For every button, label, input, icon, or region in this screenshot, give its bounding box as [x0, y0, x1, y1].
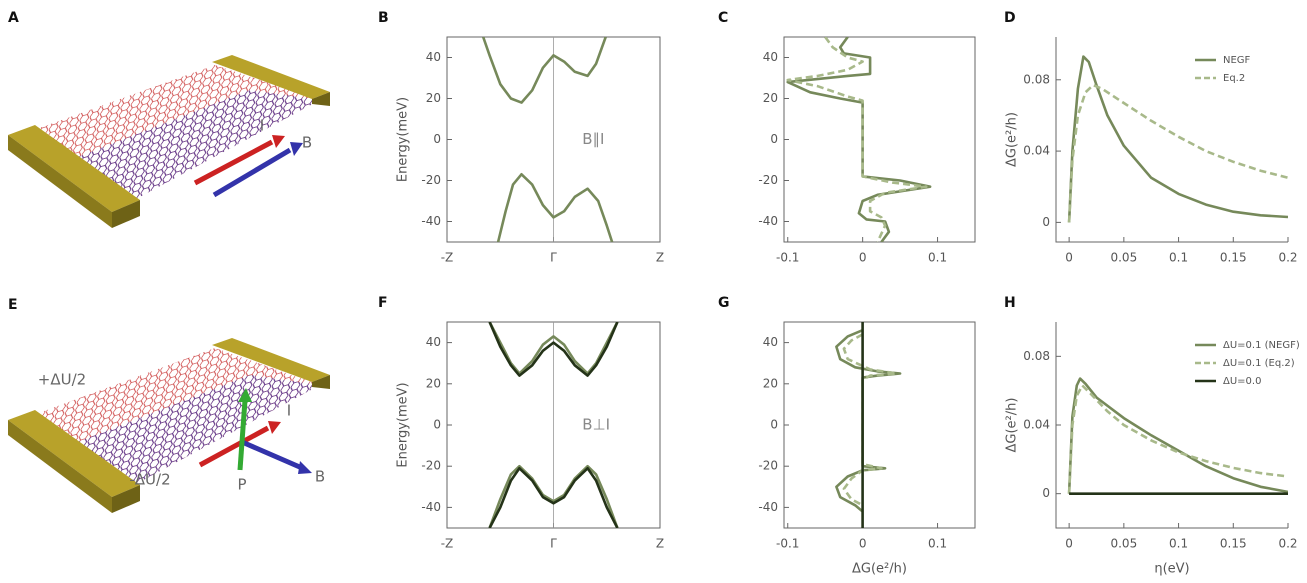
- x-tick-label: Z: [656, 537, 664, 551]
- illustration-label: -ΔU/2: [129, 471, 170, 489]
- legend-label: NEGF: [1223, 55, 1251, 66]
- y-tick-label: -40: [758, 214, 778, 228]
- y-tick-label: -20: [421, 173, 441, 187]
- y-tick-label: 40: [426, 50, 441, 64]
- panel-label: D: [1004, 10, 1016, 26]
- x-axis-label: ΔG(e²/h): [852, 562, 907, 577]
- illustration-label: B: [315, 468, 325, 486]
- annotation: B∥I: [582, 130, 604, 148]
- x-tick-label: 0: [1065, 537, 1073, 551]
- x-tick-label: -Z: [441, 537, 454, 551]
- x-tick-label: 0: [1065, 251, 1073, 265]
- x-axis-label: η(eV): [1154, 562, 1189, 577]
- x-tick-label: 0: [859, 251, 867, 265]
- illustration-label: B: [302, 134, 312, 152]
- y-tick-label: -40: [421, 214, 441, 228]
- panel-label: C: [718, 10, 728, 26]
- y-tick-label: 20: [426, 91, 441, 105]
- y-axis-label: ΔG(e²/h): [1005, 398, 1020, 453]
- x-tick-label: 0.1: [1169, 251, 1188, 265]
- y-tick-label: -40: [421, 500, 441, 514]
- illustration-label: I: [287, 402, 291, 420]
- data-line: [786, 37, 928, 242]
- x-tick-label: Γ: [550, 537, 557, 551]
- y-tick-label: -40: [758, 500, 778, 514]
- x-tick-label: -Z: [441, 251, 454, 265]
- data-line: [786, 37, 932, 242]
- data-line: [488, 464, 619, 528]
- y-tick-label: 0: [770, 418, 778, 432]
- x-tick-label: 0.2: [1278, 537, 1297, 551]
- legend-label: Eq.2: [1223, 73, 1245, 84]
- panel-label: G: [718, 295, 730, 311]
- x-tick-label: 0.2: [1278, 251, 1297, 265]
- y-tick-label: 0.04: [1023, 418, 1050, 432]
- y-tick-label: 20: [426, 376, 441, 390]
- annotation: B⊥I: [582, 416, 610, 434]
- illustration-label: P: [237, 476, 246, 494]
- illustration-e: [8, 338, 330, 513]
- y-tick-label: 40: [763, 335, 778, 349]
- data-line: [1067, 83, 1288, 223]
- y-tick-label: 0.08: [1023, 72, 1050, 86]
- y-tick-label: 0: [433, 132, 441, 146]
- panel-label: H: [1004, 295, 1016, 311]
- x-tick-label: 0.05: [1110, 537, 1137, 551]
- y-tick-label: 20: [763, 376, 778, 390]
- x-tick-label: 0.1: [928, 251, 947, 265]
- plot-frame: [783, 321, 976, 529]
- panel-label: E: [8, 297, 18, 313]
- legend-label: ΔU=0.0: [1223, 376, 1261, 387]
- x-tick-label: 0.15: [1220, 537, 1247, 551]
- y-axis-label: Energy(meV): [396, 382, 411, 467]
- axes: [1055, 322, 1288, 529]
- data-line: [842, 333, 898, 507]
- y-axis-label: Energy(meV): [396, 97, 411, 182]
- legend-label: ΔU=0.1 (Eq.2): [1223, 358, 1295, 369]
- illustration-label: I: [260, 117, 264, 135]
- y-tick-label: 0: [1042, 215, 1050, 229]
- data-line: [488, 322, 619, 377]
- y-tick-label: -20: [758, 173, 778, 187]
- data-line: [496, 173, 614, 242]
- y-tick-label: 0.08: [1023, 349, 1050, 363]
- y-tick-label: -20: [421, 459, 441, 473]
- plot-frame: [783, 36, 976, 243]
- illustration-a: [8, 55, 330, 228]
- x-tick-label: -0.1: [776, 537, 799, 551]
- y-tick-label: 20: [763, 91, 778, 105]
- x-tick-label: 0.15: [1220, 251, 1247, 265]
- y-tick-label: 0: [1042, 486, 1050, 500]
- panel-label: A: [8, 10, 19, 26]
- legend-label: ΔU=0.1 (NEGF): [1223, 340, 1300, 351]
- x-tick-label: Γ: [550, 251, 557, 265]
- x-tick-label: 0.05: [1110, 251, 1137, 265]
- panel-label: F: [378, 295, 388, 311]
- axes: [1055, 37, 1288, 243]
- panel-label: B: [378, 10, 389, 26]
- y-tick-label: 0.04: [1023, 144, 1050, 158]
- y-tick-label: 40: [426, 335, 441, 349]
- data-line: [488, 467, 619, 528]
- y-tick-label: 0: [770, 132, 778, 146]
- y-tick-label: 0: [433, 418, 441, 432]
- x-tick-label: -0.1: [776, 251, 799, 265]
- y-tick-label: -20: [758, 459, 778, 473]
- data-line: [1067, 55, 1288, 223]
- data-line: [1067, 384, 1288, 494]
- data-line: [481, 37, 607, 104]
- x-tick-label: 0.1: [928, 537, 947, 551]
- x-tick-label: 0: [859, 537, 867, 551]
- y-tick-label: 40: [763, 50, 778, 64]
- x-tick-label: 0.1: [1169, 537, 1188, 551]
- y-axis-label: ΔG(e²/h): [1005, 112, 1020, 167]
- illustration-label: +ΔU/2: [38, 371, 86, 389]
- data-line: [1067, 377, 1288, 494]
- x-tick-label: Z: [656, 251, 664, 265]
